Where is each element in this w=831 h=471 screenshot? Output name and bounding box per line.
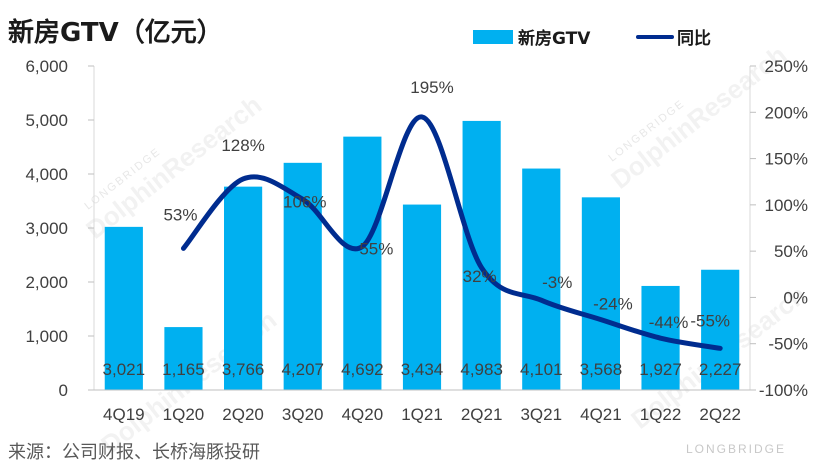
source-note: 来源：公司财报、长桥海豚投研 (8, 442, 260, 463)
bar (402, 204, 442, 390)
brand-logo-text: LONGBRIDGE (686, 442, 786, 456)
x-tick-label: 4Q20 (342, 405, 384, 424)
bar-data-label: 1,165 (162, 360, 205, 379)
x-tick-label: 4Q19 (103, 405, 145, 424)
y-right-tick-label: 250% (765, 57, 808, 76)
y-left-tick-label: 6,000 (25, 57, 68, 76)
bar-data-label: 4,101 (520, 360, 563, 379)
y-left-tick-label: 5,000 (25, 111, 68, 130)
bar (343, 136, 382, 390)
bar (701, 269, 740, 390)
x-tick-label: 3Q21 (520, 405, 562, 424)
bar (224, 186, 263, 390)
y-left-tick-label: 2,000 (25, 273, 68, 292)
yoy-data-label: 106% (283, 192, 326, 211)
y-right-tick-label: -100% (759, 381, 808, 400)
y-axis-right: -100% -50% 0% 50% 100% 150% 200% 250% (749, 57, 808, 400)
x-axis: 4Q19 1Q20 2Q20 3Q20 4Q20 1Q21 2Q21 3Q21 4Q21 1Q22… (94, 389, 750, 424)
yoy-data-label: -24% (593, 295, 633, 314)
bar-data-label: 2,227 (699, 360, 742, 379)
x-tick-label: 1Q20 (163, 405, 205, 424)
y-left-tick-label: 4,000 (25, 165, 68, 184)
bar-data-label: 3,568 (580, 360, 623, 379)
bar (164, 327, 203, 390)
bar-data-labels: 3,021 1,165 3,766 4,207 4,692 3,434 4,983 4,101… (103, 360, 742, 379)
bar (104, 226, 143, 390)
y-right-tick-label: 150% (765, 150, 808, 169)
bar (462, 120, 501, 390)
y-axis-left: 0 1,000 2,000 3,000 4,000 5,000 6,000 (25, 57, 95, 400)
yoy-data-label: 128% (221, 136, 264, 155)
y-right-tick-label: 0% (783, 288, 808, 307)
line-data-labels: 53% 128% 106% 55% 195% 32% -3% -24% -44% -55% (163, 78, 730, 332)
yoy-data-label: -44% (649, 313, 689, 332)
y-left-tick-label: 3,000 (25, 219, 68, 238)
bar-data-label: 3,021 (103, 360, 146, 379)
yoy-data-label: 195% (410, 78, 453, 97)
legend-swatch-bar (473, 30, 513, 44)
legend-label-line: 同比 (677, 28, 711, 49)
chart-title: 新房GTV（亿元） (8, 17, 223, 48)
line-series (180, 114, 723, 351)
yoy-data-label: 32% (463, 267, 497, 286)
x-tick-label: 1Q21 (401, 405, 443, 424)
bar-data-label: 3,766 (222, 360, 265, 379)
bar-data-label: 4,207 (281, 360, 324, 379)
y-right-tick-label: 100% (765, 196, 808, 215)
x-tick-label: 3Q20 (282, 405, 324, 424)
x-tick-label: 4Q21 (580, 405, 622, 424)
y-right-tick-label: -50% (768, 335, 808, 354)
yoy-line (180, 114, 723, 351)
legend: 新房GTV 同比 (473, 28, 711, 49)
x-tick-label: 2Q21 (461, 405, 503, 424)
bar-data-label: 1,927 (639, 360, 682, 379)
yoy-data-label: -55% (690, 311, 730, 330)
yoy-data-label: 55% (359, 240, 393, 259)
watermark-layer: DolphinResearch LONGBRIDGE DolphinResear… (80, 39, 812, 459)
x-tick-label: 1Q22 (640, 405, 682, 424)
bar-data-label: 3,434 (401, 360, 444, 379)
y-left-tick-label: 0 (59, 381, 68, 400)
bar-series (104, 120, 740, 390)
yoy-data-label: -3% (542, 273, 572, 292)
x-tick-label: 2Q22 (699, 405, 741, 424)
y-right-tick-label: 200% (765, 103, 808, 122)
legend-label-bar: 新房GTV (518, 28, 591, 49)
yoy-data-label: 53% (163, 205, 197, 224)
bar-data-label: 4,983 (460, 360, 503, 379)
y-left-tick-label: 1,000 (25, 327, 68, 346)
y-right-tick-label: 50% (774, 242, 808, 261)
bar (581, 197, 620, 390)
bar-data-label: 4,692 (341, 360, 384, 379)
bar (522, 168, 561, 390)
x-tick-label: 2Q20 (222, 405, 264, 424)
